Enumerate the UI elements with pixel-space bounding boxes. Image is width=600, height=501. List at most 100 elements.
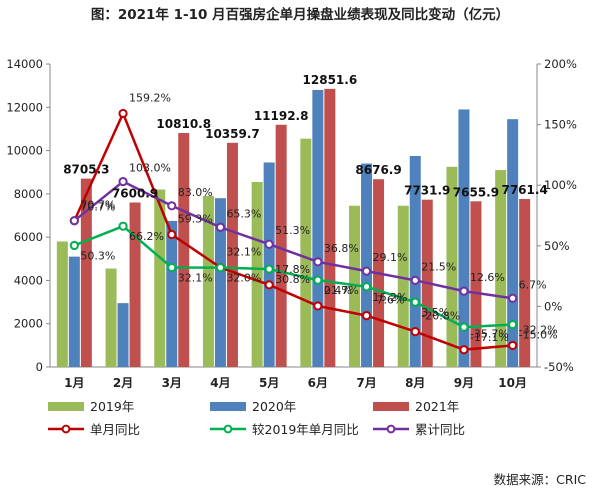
- line-value-label: -20.8%: [421, 310, 460, 323]
- bar-value-label: 8676.9: [355, 163, 401, 177]
- bar-2020年: [214, 198, 226, 367]
- point-单月同比: [313, 301, 323, 311]
- point-单月同比: [459, 345, 469, 355]
- line-value-label: -35.7%: [470, 328, 509, 341]
- bar-value-label: 7761.4: [501, 183, 547, 197]
- x-tick-label: 6月: [308, 376, 328, 390]
- line-value-label: 3.5%: [421, 306, 449, 319]
- x-tick-label: 4月: [210, 376, 230, 390]
- bar-value-label: 10810.8: [156, 117, 211, 131]
- point-累计同比: [459, 286, 469, 296]
- point-累计同比: [264, 239, 274, 249]
- bar-2019年: [105, 268, 117, 367]
- bar-2021年: [519, 199, 531, 367]
- y-tick-label: 4000: [14, 273, 43, 287]
- line-value-label: -7.6%: [373, 294, 405, 307]
- point-较2019年单月同比: [361, 282, 372, 292]
- y-tick-label: 0: [36, 360, 43, 374]
- legend-label: 2020年: [252, 399, 296, 414]
- bar-2019年: [446, 166, 458, 367]
- legend-label: 2021年: [415, 399, 459, 414]
- bar-2020年: [117, 303, 129, 367]
- point-累计同比: [215, 222, 226, 232]
- bar-value-label: 11192.8: [254, 109, 309, 123]
- bar-2020年: [166, 220, 178, 367]
- x-tick-label: 2月: [113, 376, 133, 390]
- bar-2019年: [397, 205, 409, 367]
- bar-2019年: [300, 138, 312, 367]
- bar-2021年: [226, 142, 238, 367]
- y2-tick-label: 0%: [544, 299, 562, 313]
- line-value-label: 16.2%: [373, 291, 408, 304]
- legend-swatch: [373, 402, 409, 411]
- bar-2019年: [495, 170, 507, 367]
- bar-2020年: [458, 109, 470, 367]
- line-value-label: 0.4%: [324, 284, 352, 297]
- y2-tick-label: 100%: [544, 178, 577, 192]
- legend-marker: [61, 424, 71, 434]
- point-累计同比: [410, 275, 420, 285]
- line-value-label: 70.7%: [80, 199, 115, 212]
- line-value-label: 66.2%: [129, 230, 164, 243]
- line-value-label: 50.3%: [80, 249, 115, 262]
- bar-2021年: [129, 202, 141, 367]
- line-value-label: 12.6%: [470, 271, 505, 284]
- legend-label: 较2019年单月同比: [252, 422, 359, 437]
- point-较2019年单月同比: [69, 240, 79, 251]
- line-value-label: 32.1%: [226, 245, 261, 258]
- point-单月同比: [508, 340, 518, 351]
- bar-2019年: [251, 181, 263, 367]
- bar-2020年: [312, 89, 324, 367]
- line-value-label: 21.7%: [324, 284, 359, 297]
- line-累计同比: [73, 180, 513, 300]
- x-tick-label: 5月: [259, 376, 279, 390]
- point-较2019年单月同比: [118, 221, 128, 231]
- line-value-label: 30.8%: [275, 273, 310, 286]
- bar-2021年: [470, 201, 482, 367]
- point-累计同比: [361, 266, 372, 276]
- y2-tick-label: 50%: [544, 239, 570, 253]
- point-累计同比: [167, 201, 177, 211]
- line-value-label: 17.8%: [275, 263, 310, 276]
- x-tick-label: 8月: [405, 376, 425, 390]
- point-单月同比: [118, 108, 128, 119]
- bar-2021年: [80, 178, 92, 367]
- line-value-label: 70.7%: [80, 201, 115, 214]
- bar-value-label: 10359.7: [205, 127, 260, 141]
- legend-label: 单月同比: [90, 422, 140, 437]
- point-累计同比: [508, 293, 518, 303]
- line-value-label: 103.0%: [129, 162, 171, 175]
- source-note: 数据来源：CRIC: [493, 472, 586, 487]
- line-较2019年单月同比: [73, 224, 513, 329]
- bar-value-label: 7600.9: [112, 186, 158, 200]
- bar-value-label: 7655.9: [453, 185, 499, 199]
- point-累计同比: [313, 257, 323, 267]
- line-value-label: 59.3%: [178, 213, 213, 226]
- line-value-label: -32.2%: [519, 323, 558, 336]
- point-单月同比: [410, 327, 420, 337]
- legend-label: 累计同比: [415, 422, 465, 437]
- y2-tick-label: -50%: [544, 360, 574, 374]
- x-tick-label: 1月: [64, 376, 84, 390]
- line-value-label: 21.5%: [421, 260, 456, 273]
- y2-tick-label: 200%: [544, 57, 577, 71]
- x-tick-label: 3月: [162, 376, 182, 390]
- y2-tick-label: 150%: [544, 118, 577, 132]
- axes: 0 2000 4000 6000 8000 10000 12000 14000 -50% 0% 50…: [6, 57, 577, 390]
- bar-2019年: [154, 189, 166, 367]
- point-单月同比: [167, 229, 177, 240]
- line-value-label: 32.0%: [226, 272, 261, 285]
- line-value-label: 32.1%: [178, 271, 213, 284]
- x-tick-label: 10月: [498, 376, 527, 390]
- legend-marker: [386, 424, 396, 434]
- bar-value-label: 7731.9: [404, 184, 450, 198]
- bar-2021年: [324, 88, 336, 367]
- y-tick-label: 12000: [6, 100, 43, 114]
- legend-label: 2019年: [90, 399, 134, 414]
- line-value-label: 159.2%: [129, 91, 171, 104]
- bar-2020年: [507, 119, 519, 367]
- line-value-label: -15.0%: [519, 329, 558, 342]
- point-较2019年单月同比: [459, 322, 469, 332]
